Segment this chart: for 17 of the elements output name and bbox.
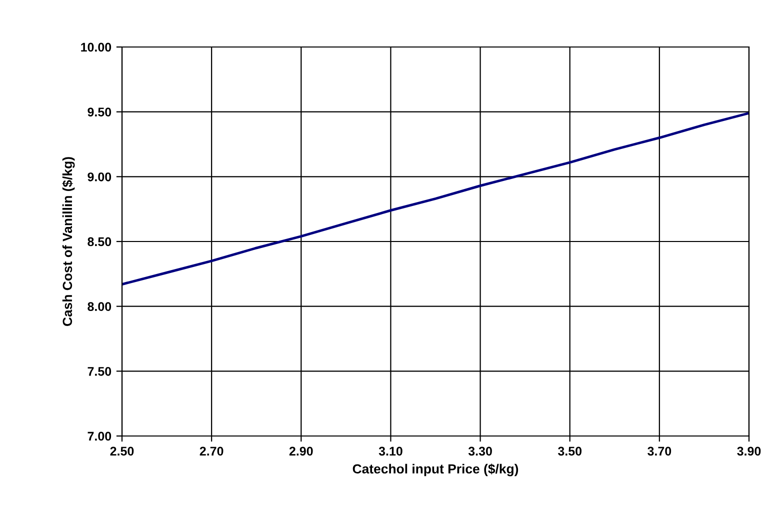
- x-tick-label: 3.70: [648, 446, 672, 456]
- y-tick-label: 9.50: [88, 108, 112, 116]
- y-tick-label: 7.00: [88, 432, 112, 441]
- y-tick-label: 9.00: [88, 172, 112, 182]
- y-tick-label: 8.50: [88, 237, 112, 246]
- x-tick-label: 3.10: [378, 446, 402, 456]
- y-axis-title: Cash Cost of Vanillin ($/kg): [62, 157, 75, 326]
- x-tick-label: 2.50: [110, 446, 134, 456]
- x-tick-label: 2.90: [289, 446, 313, 456]
- x-tick-label: 3.30: [468, 446, 492, 456]
- x-tick-label: 3.90: [737, 446, 761, 456]
- y-tick-label: 10.00: [81, 42, 112, 52]
- x-tick-label: 2.70: [200, 446, 224, 456]
- x-axis-title: Catechol input Price ($/kg): [352, 464, 518, 476]
- x-tick-label: 3.50: [558, 446, 582, 456]
- y-tick-label: 8.00: [88, 302, 112, 311]
- y-tick-label: 7.50: [88, 366, 112, 376]
